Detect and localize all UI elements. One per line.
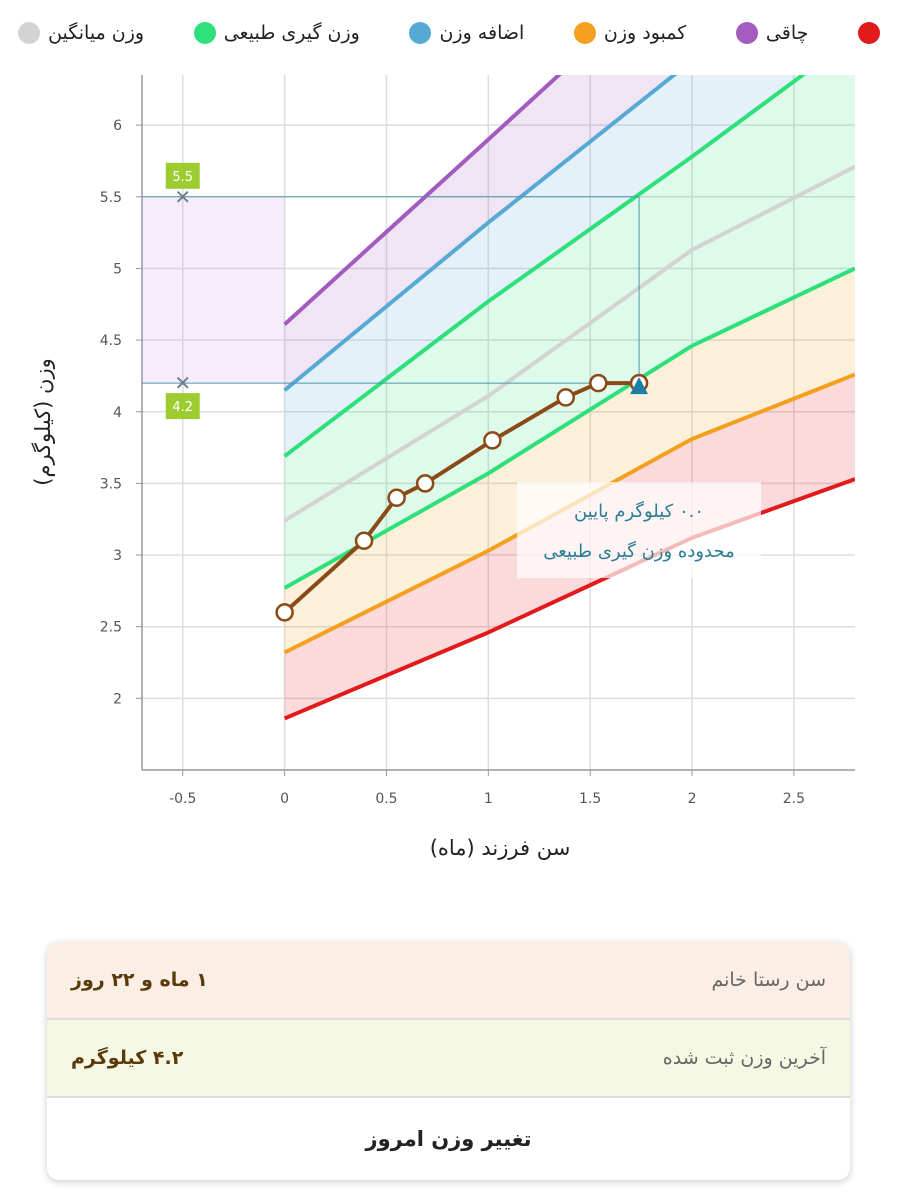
legend-item: اضافه وزن — [409, 22, 524, 44]
legend-item: وزن گیری طبیعی — [193, 22, 360, 44]
x-tick-label: 0.5 — [375, 791, 397, 807]
weight-point — [387, 488, 406, 507]
y-tick-label: 2.5 — [100, 620, 122, 636]
current-marker — [630, 377, 649, 395]
x-tick-label: 2.5 — [783, 791, 805, 807]
y-tick-label: 3.5 — [100, 476, 122, 492]
reference-line — [283, 477, 855, 721]
y-tick-label: 5.5 — [100, 190, 122, 206]
x-tick-label: 0 — [280, 791, 289, 807]
y-tick-label: 2 — [113, 691, 122, 707]
annotation-text: محدوده وزن گیری طبیعی — [543, 540, 735, 562]
guide-marker: ✕ — [174, 185, 191, 209]
legend: چاقی کمبود وزن اضافه وزن وزن گیری طبیعی وزن … — [18, 22, 880, 44]
row-value: ۴.۲ کیلوگرم — [71, 1047, 184, 1069]
legend-label: کمبود وزن — [603, 22, 687, 44]
guide-marker: ✕ — [174, 371, 191, 395]
legend-item — [858, 22, 880, 44]
plot-area — [142, 75, 855, 721]
y-tick-label: 3 — [113, 548, 122, 564]
x-tick-label: 2 — [688, 791, 697, 807]
legend-dot — [18, 22, 41, 44]
reference-line — [283, 266, 855, 590]
guide-label: 5.5 — [172, 170, 193, 185]
legend-label: چاقی — [765, 22, 809, 44]
info-row: آخرین وزن ثبت شده ۴.۲ کیلوگرم — [47, 1020, 850, 1098]
weight-point — [589, 373, 608, 393]
guide-label-box — [165, 162, 200, 189]
info-row: سن رستا خانم ۱ ماه و ۲۲ روز — [47, 942, 850, 1020]
guide-label-box — [165, 393, 200, 420]
legend-dot — [858, 22, 880, 44]
reference-line — [283, 164, 855, 523]
legend-label: اضافه وزن — [439, 22, 525, 44]
change-weight-button[interactable]: تغییر وزن امروز — [365, 1127, 532, 1151]
weight-point — [275, 603, 294, 622]
legend-dot — [409, 22, 432, 44]
reference-line — [283, 75, 678, 392]
annotation-box — [517, 482, 761, 578]
legend-item: چاقی — [735, 22, 809, 44]
x-axis-label: سن فرزند (ماه) — [430, 836, 571, 860]
reference-line — [283, 75, 562, 326]
legend-dot — [193, 22, 216, 44]
band-fill — [284, 268, 855, 653]
legend-item: وزن میانگین — [18, 22, 144, 44]
legend-label: وزن گیری طبیعی — [223, 22, 360, 44]
chart: سن فرزند (ماه) وزن (کیلوگرم) -0.5 0 0.5 1 1.… — [31, 75, 855, 860]
weight-point — [483, 431, 502, 450]
legend-dot — [573, 22, 596, 44]
grid — [142, 75, 855, 770]
y-tick-label: 5 — [113, 261, 122, 277]
weight-point — [354, 531, 374, 550]
reference-line — [283, 75, 806, 458]
row-label: آخرین وزن ثبت شده — [662, 1047, 826, 1069]
y-tick-label: 4.5 — [100, 333, 122, 349]
band-fill — [284, 75, 855, 589]
legend-label: وزن میانگین — [48, 22, 145, 44]
info-card: سن رستا خانم ۱ ماه و ۲۲ روز آخرین وزن ثب… — [47, 942, 850, 1180]
annotation-text: ۰.۰ کیلوگرم پایین — [574, 500, 704, 522]
x-tick-label: 1 — [484, 791, 493, 807]
legend-item: کمبود وزن — [573, 22, 687, 44]
guide-label: 4.2 — [172, 400, 193, 415]
y-tick-label: 6 — [113, 118, 122, 134]
range-fill — [142, 196, 285, 384]
weight-point — [556, 388, 575, 407]
y-axis-label: وزن (کیلوگرم) — [31, 358, 55, 486]
row-value: ۱ ماه و ۲۲ روز — [71, 969, 208, 991]
x-tick-label: 1.5 — [579, 791, 601, 807]
weight-point — [415, 474, 435, 493]
legend-dot — [735, 22, 758, 44]
x-tick-label: -0.5 — [169, 791, 196, 807]
row-label: سن رستا خانم — [711, 969, 826, 991]
y-tick-label: 4 — [113, 405, 122, 421]
